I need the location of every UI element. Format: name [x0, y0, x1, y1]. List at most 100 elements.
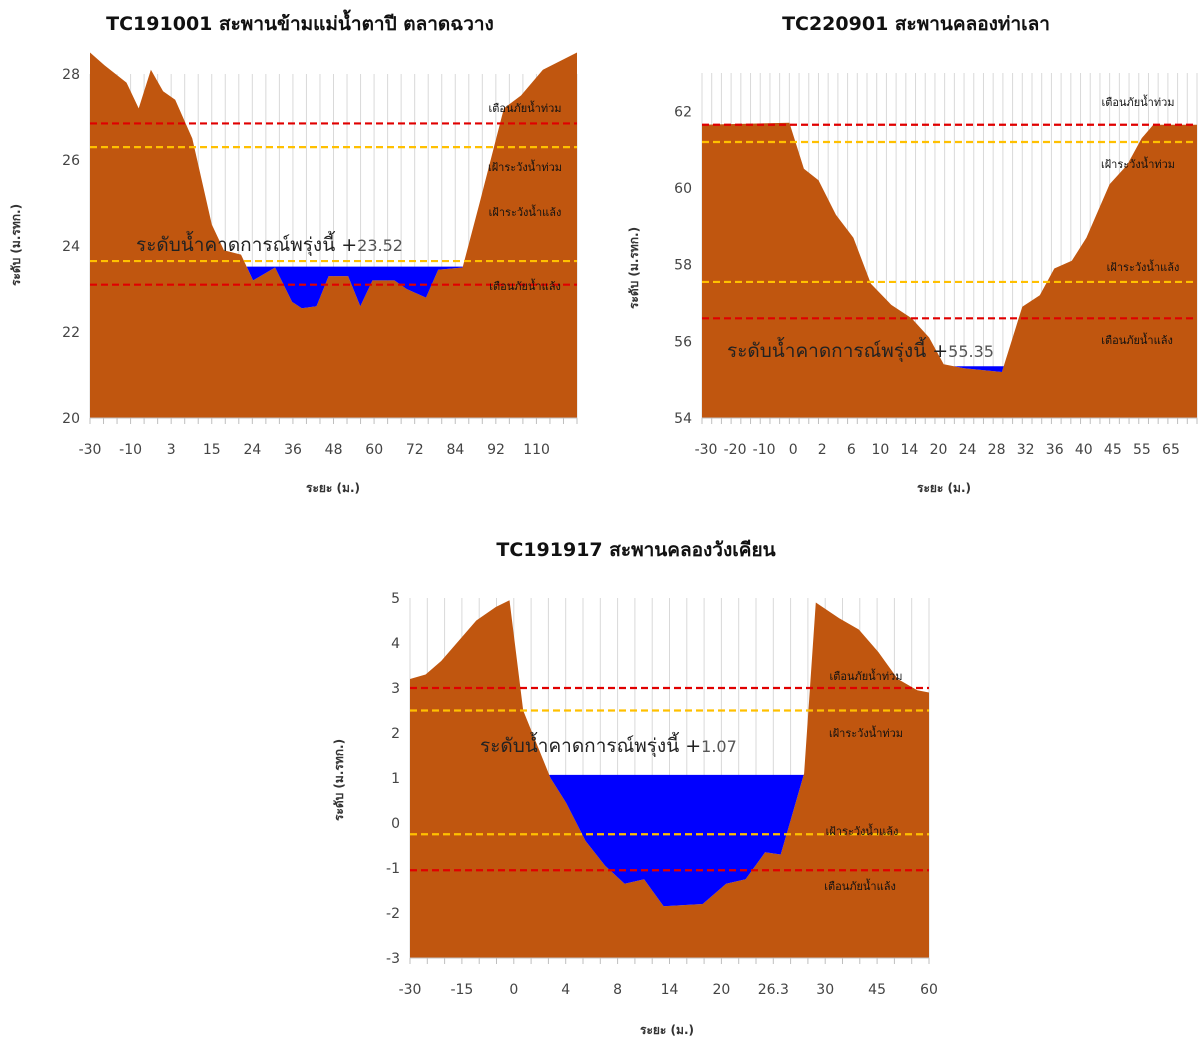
plot-area: เตือนภัยน้ำท่วมเฝ้าระวังน้ำท่วมเฝ้าระวัง… — [62, 52, 578, 458]
y-axis-label: ระดับ (ม.รทก.) — [9, 204, 23, 286]
x-tick-label: 14 — [901, 442, 919, 458]
water-area — [549, 774, 804, 907]
x-tick-label: 20 — [712, 982, 730, 998]
flood-watch-label: เฝ้าระวังน้ำท่วม — [488, 159, 562, 174]
x-tick-label: 30 — [816, 982, 834, 998]
x-tick-label: 32 — [1017, 442, 1035, 458]
x-tick-label: 55 — [1133, 442, 1151, 458]
y-tick-label: 2 — [391, 726, 400, 742]
x-tick-label: 60 — [920, 982, 938, 998]
y-tick-label: -2 — [386, 906, 400, 922]
y-tick-label: 26 — [62, 153, 80, 169]
forecast-label: ระดับน้ำคาดการณ์พรุ่งนี้ + — [727, 337, 948, 363]
x-tick-label: 2 — [818, 442, 827, 458]
forecast-annotation: ระดับน้ำคาดการณ์พรุ่งนี้ +55.35 — [727, 337, 994, 363]
flood-warning-label: เตือนภัยน้ำท่วม — [488, 100, 561, 115]
x-tick-label: 24 — [959, 442, 977, 458]
x-tick-label: 45 — [1104, 442, 1122, 458]
x-tick-label: 10 — [871, 442, 889, 458]
y-tick-label: -3 — [386, 951, 400, 967]
flood-watch-label: เฝ้าระวังน้ำท่วม — [1101, 156, 1175, 171]
x-tick-label: 60 — [365, 442, 383, 458]
y-tick-label: 3 — [391, 681, 400, 697]
flood-warning-label: เตือนภัยน้ำท่วม — [1101, 94, 1174, 109]
plot-area: เตือนภัยน้ำท่วมเฝ้าระวังน้ำท่วมเฝ้าระวัง… — [386, 591, 938, 998]
x-tick-label: 8 — [613, 982, 622, 998]
flood-watch-label: เฝ้าระวังน้ำท่วม — [829, 725, 903, 740]
x-tick-label: 92 — [487, 442, 505, 458]
y-tick-label: 24 — [62, 239, 80, 255]
y-tick-label: 20 — [62, 411, 80, 427]
x-tick-label: -30 — [695, 442, 718, 458]
drought-watch-label: เฝ้าระวังน้ำแล้ง — [826, 823, 899, 838]
forecast-value: 1.07 — [701, 737, 737, 756]
x-tick-label: 6 — [847, 442, 856, 458]
chart-title: TC191001 สะพานข้ามแม่น้ำตาปี ตลาดฉวาง — [106, 9, 494, 35]
x-tick-label: 36 — [284, 442, 302, 458]
water-area — [246, 266, 463, 309]
x-tick-label: -30 — [399, 982, 422, 998]
x-axis-label: ระยะ (ม.) — [917, 481, 971, 495]
x-tick-label: 84 — [446, 442, 464, 458]
forecast-value: 23.52 — [357, 236, 403, 255]
y-tick-label: 56 — [674, 334, 692, 350]
plot-area: เตือนภัยน้ำท่วมเฝ้าระวังน้ำท่วมเฝ้าระวัง… — [674, 73, 1198, 458]
y-tick-label: 0 — [391, 816, 400, 832]
x-tick-label: 20 — [930, 442, 948, 458]
x-tick-label: -30 — [79, 442, 102, 458]
x-tick-label: 0 — [509, 982, 518, 998]
y-axis-label: ระดับ (ม.รทก.) — [332, 739, 346, 821]
y-tick-label: 58 — [674, 258, 692, 274]
drought-warning-label: เตือนภัยน้ำแล้ง — [824, 878, 896, 893]
chart-title: TC191917 สะพานคลองวังเคียน — [496, 539, 775, 561]
x-tick-label: -15 — [450, 982, 473, 998]
y-tick-label: 5 — [391, 591, 400, 607]
forecast-annotation: ระดับน้ำคาดการณ์พรุ่งนี้ +1.07 — [480, 732, 737, 758]
drought-warning-label: เตือนภัยน้ำแล้ง — [489, 278, 561, 293]
x-tick-label: 24 — [243, 442, 261, 458]
x-tick-label: -10 — [119, 442, 142, 458]
x-tick-label: 65 — [1162, 442, 1180, 458]
drought-warning-label: เตือนภัยน้ำแล้ง — [1101, 332, 1173, 347]
x-tick-label: 40 — [1075, 442, 1093, 458]
drought-watch-label: เฝ้าระวังน้ำแล้ง — [489, 204, 562, 219]
y-tick-label: 4 — [391, 636, 400, 652]
forecast-label: ระดับน้ำคาดการณ์พรุ่งนี้ + — [480, 732, 701, 758]
forecast-label: ระดับน้ำคาดการณ์พรุ่งนี้ + — [136, 231, 357, 257]
y-tick-label: 1 — [391, 771, 400, 787]
y-tick-label: 62 — [674, 104, 692, 120]
x-tick-label: 72 — [406, 442, 424, 458]
x-tick-label: 26.3 — [758, 982, 789, 998]
chart-tc191917: TC191917 สะพานคลองวังเคียน ระดับ (ม.รทก.… — [332, 539, 938, 1037]
y-tick-label: 60 — [674, 181, 692, 197]
x-tick-label: 45 — [868, 982, 886, 998]
x-tick-label: 48 — [325, 442, 343, 458]
x-tick-label: -20 — [724, 442, 747, 458]
y-tick-label: 22 — [62, 325, 80, 341]
x-tick-label: 36 — [1046, 442, 1064, 458]
y-tick-label: 28 — [62, 67, 80, 83]
x-tick-label: 4 — [561, 982, 570, 998]
y-tick-label: 54 — [674, 411, 692, 427]
x-tick-label: 15 — [203, 442, 221, 458]
x-tick-label: 14 — [661, 982, 679, 998]
x-tick-label: 28 — [988, 442, 1006, 458]
x-tick-label: 110 — [523, 442, 550, 458]
x-tick-label: 3 — [167, 442, 176, 458]
chart-title: TC220901 สะพานคลองท่าเลา — [782, 13, 1050, 35]
forecast-value: 55.35 — [948, 342, 994, 361]
x-tick-label: 0 — [789, 442, 798, 458]
ground-area — [702, 122, 1197, 419]
y-axis-label: ระดับ (ม.รทก.) — [627, 227, 641, 309]
x-tick-label: -10 — [753, 442, 776, 458]
chart-tc191001: TC191001 สะพานข้ามแม่น้ำตาปี ตลาดฉวาง ระ… — [9, 9, 578, 495]
chart-tc220901: TC220901 สะพานคลองท่าเลา ระดับ (ม.รทก.) … — [627, 13, 1198, 495]
ground-area — [410, 600, 929, 958]
x-axis-label: ระยะ (ม.) — [306, 481, 360, 495]
forecast-annotation: ระดับน้ำคาดการณ์พรุ่งนี้ +23.52 — [136, 231, 403, 257]
y-tick-label: -1 — [386, 861, 400, 877]
flood-warning-label: เตือนภัยน้ำท่วม — [829, 668, 902, 683]
drought-watch-label: เฝ้าระวังน้ำแล้ง — [1107, 259, 1180, 274]
ground-area — [90, 52, 577, 418]
